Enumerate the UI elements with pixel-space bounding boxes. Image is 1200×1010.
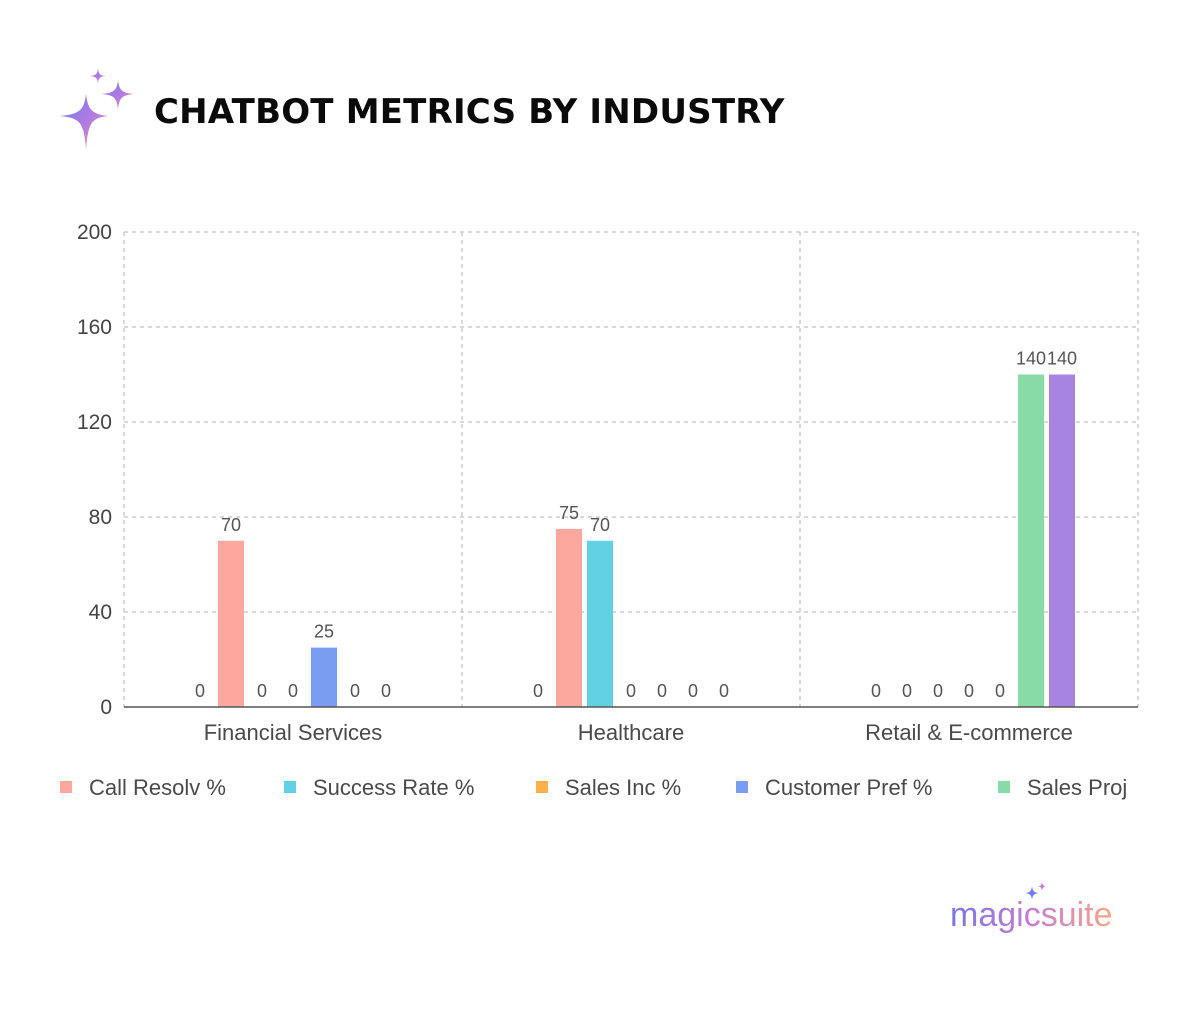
bar-customer-pref: [311, 647, 337, 707]
legend-label: Customer Pref %: [765, 775, 933, 800]
data-label: 75: [559, 503, 579, 523]
data-label: 70: [221, 515, 241, 535]
x-category-label: Financial Services: [204, 720, 383, 745]
y-tick-label: 40: [89, 601, 112, 624]
sparkle-icon: [1025, 882, 1046, 900]
bars: 70 25 0 0 0 0 0 75 70 0 0 0 0 0 140 140 0 0 0 0 0: [195, 349, 1077, 707]
data-label-zero: 0: [381, 681, 391, 701]
bar-success-rate: [587, 540, 613, 707]
data-label-zero: 0: [257, 681, 267, 701]
data-label-zero: 0: [902, 681, 912, 701]
data-label: 70: [590, 515, 610, 535]
brand-logo: magicsuite: [950, 882, 1113, 934]
data-label: 140: [1016, 349, 1046, 369]
data-label-zero: 0: [933, 681, 943, 701]
chart-title: CHATBOT METRICS BY INDUSTRY: [154, 92, 785, 132]
data-label-zero: 0: [995, 681, 1005, 701]
legend-label: Sales Inc %: [565, 775, 681, 800]
data-label-zero: 0: [871, 681, 881, 701]
x-category-label: Healthcare: [578, 720, 684, 745]
legend: Call Resolv % Success Rate % Sales Inc % Cu…: [60, 775, 1127, 800]
brand-name: magicsuite: [950, 896, 1113, 934]
sparkle-icon: [60, 68, 134, 150]
bar-call-resolv: [556, 528, 582, 707]
data-label-zero: 0: [657, 681, 667, 701]
y-tick-label: 80: [89, 506, 112, 529]
bar-call-resolv: [218, 540, 244, 707]
chart-header: CHATBOT METRICS BY INDUSTRY: [56, 66, 785, 156]
data-label-zero: 0: [533, 681, 543, 701]
axes: 0 40 80 120 160 200 Financial Services Healthca…: [77, 221, 1138, 745]
legend-swatch: [736, 781, 748, 793]
legend-label: Sales Proj: [1027, 775, 1127, 800]
data-label-zero: 0: [688, 681, 698, 701]
bar-series-6: [1049, 374, 1075, 707]
legend-label: Success Rate %: [313, 775, 474, 800]
bar-sales-proj: [1018, 374, 1044, 707]
data-label: 25: [314, 622, 334, 642]
legend-label: Call Resolv %: [89, 775, 226, 800]
y-tick-label: 160: [77, 316, 112, 339]
legend-swatch: [536, 781, 548, 793]
legend-swatch: [60, 781, 72, 793]
data-label: 140: [1047, 349, 1077, 369]
legend-swatch: [284, 781, 296, 793]
data-label-zero: 0: [350, 681, 360, 701]
data-label-zero: 0: [626, 681, 636, 701]
grid: [123, 231, 1139, 707]
y-tick-label: 120: [77, 411, 112, 434]
data-label-zero: 0: [964, 681, 974, 701]
y-tick-label: 0: [100, 696, 112, 719]
data-label-zero: 0: [195, 681, 205, 701]
y-tick-label: 200: [77, 221, 112, 244]
data-label-zero: 0: [288, 681, 298, 701]
legend-swatch: [998, 781, 1010, 793]
x-category-label: Retail & E-commerce: [865, 720, 1073, 745]
data-label-zero: 0: [719, 681, 729, 701]
